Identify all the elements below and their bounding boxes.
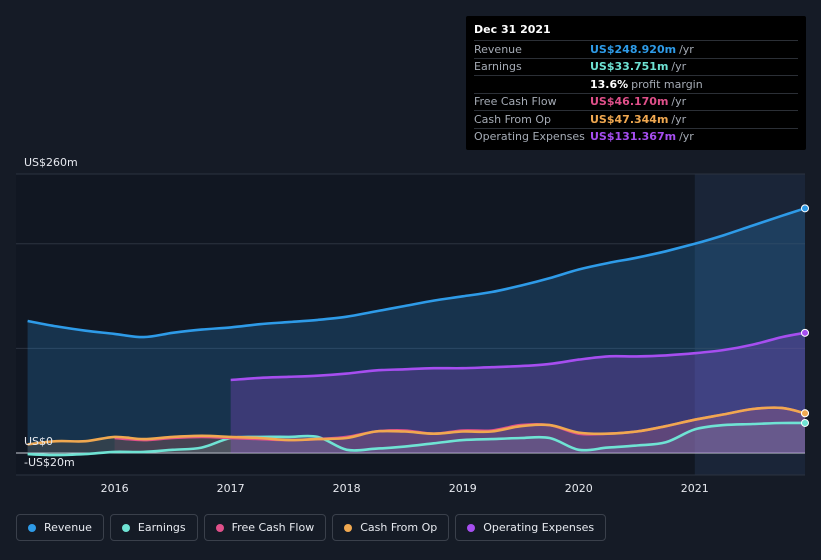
tooltip-row-value: 13.6%	[590, 77, 629, 91]
tooltip-row-unit: /yr	[679, 130, 694, 144]
legend-label: Cash From Op	[360, 521, 438, 534]
revenue-end-marker	[801, 204, 809, 213]
legend-dot-icon	[121, 523, 130, 532]
legend-item-cash-from-op[interactable]: Cash From Op	[332, 514, 450, 541]
tooltip-row-label: Operating Expenses	[474, 130, 585, 144]
tooltip-date: Dec 31 2021	[474, 23, 551, 36]
x-tick-label: 2016	[101, 482, 129, 495]
tooltip-row-unit: /yr	[679, 42, 694, 56]
y-tick-label-zero: US$0	[24, 435, 53, 448]
legend-item-operating-expenses[interactable]: Operating Expenses	[455, 514, 607, 541]
x-tick-label: 2019	[449, 482, 477, 495]
revenue-line	[27, 207, 806, 339]
tooltip-row: Free Cash Flow US$46.170m/yr	[474, 92, 798, 111]
tooltip-row: Operating Expenses US$131.367m/yr	[474, 127, 798, 146]
x-tick-label: 2021	[681, 482, 709, 495]
tooltip-row: 13.6% profit margin	[474, 75, 798, 93]
tooltip-row-unit: profit margin	[631, 77, 703, 91]
plot-background	[16, 174, 805, 475]
y-tick-label-negative: -US$20m	[24, 456, 75, 469]
tooltip-row-unit: /yr	[671, 112, 687, 126]
legend-dot-icon	[215, 523, 224, 532]
axes: US$260m US$0 -US$20m 2016 2017 2018 2019 202…	[24, 156, 709, 495]
legend-label: Free Cash Flow	[231, 521, 315, 534]
tooltip-row-value: US$33.751m	[590, 60, 669, 74]
cash-from-op-line	[27, 406, 806, 446]
operating-expenses-line	[230, 331, 806, 382]
legend-item-free-cash-flow[interactable]: Free Cash Flow	[203, 514, 327, 541]
tooltip-row-value: US$131.367m	[590, 130, 677, 144]
chart-legend: Revenue Earnings Free Cash Flow Cash From O…	[16, 514, 607, 542]
earnings-end-marker	[801, 418, 809, 427]
free-cash-flow-area	[114, 407, 806, 453]
legend-dot-icon	[344, 523, 353, 532]
legend-item-earnings[interactable]: Earnings	[109, 514, 198, 541]
legend-item-revenue[interactable]: Revenue	[16, 514, 104, 541]
x-tick-label: 2017	[217, 482, 245, 495]
tooltip-row-unit: /yr	[671, 60, 687, 74]
series-lines	[27, 207, 806, 457]
revenue-area	[27, 208, 806, 453]
tooltip-row-value: US$248.920m	[590, 42, 677, 56]
legend-label: Earnings	[137, 521, 186, 534]
legend-label: Operating Expenses	[483, 521, 595, 534]
x-tick-label: 2020	[565, 482, 593, 495]
tooltip-rows: Revenue US$248.920m/yr Earnings US$33.751m /…	[474, 40, 798, 145]
tooltip-row-unit: /yr	[671, 95, 687, 109]
tooltip-row-label: Earnings	[474, 60, 522, 74]
tooltip-row-value: US$46.170m	[590, 95, 669, 109]
tooltip-row-label: Revenue	[474, 42, 522, 56]
operating-expenses-area	[230, 332, 805, 453]
tooltip-row: Earnings US$33.751m/yr	[474, 57, 798, 76]
tooltip-row: Cash From Op US$47.344m/yr	[474, 110, 798, 128]
legend-dot-icon	[28, 523, 36, 532]
tooltip-row-value: US$47.344m	[590, 112, 669, 126]
operating-expenses-end-marker	[801, 328, 809, 337]
x-tick-labels: 2016 2017 2018 2019 2020 2021	[101, 482, 709, 495]
tooltip-row-label: Cash From Op	[474, 112, 552, 126]
end-markers	[801, 204, 809, 427]
data-tooltip: Dec 31 2021 Revenue US$248.920m/yr Earning…	[466, 16, 806, 150]
x-tick-label: 2018	[333, 482, 361, 495]
legend-dot-icon	[467, 523, 476, 532]
legend-label: Revenue	[44, 521, 92, 534]
earnings-area	[27, 422, 806, 456]
y-tick-label-top: US$260m	[24, 156, 78, 169]
tooltip-row: Revenue US$248.920m/yr	[474, 40, 798, 58]
cash-from-op-end-marker	[801, 409, 809, 418]
tooltip-row-label: Free Cash Flow	[474, 95, 557, 109]
earnings-line	[27, 421, 806, 457]
